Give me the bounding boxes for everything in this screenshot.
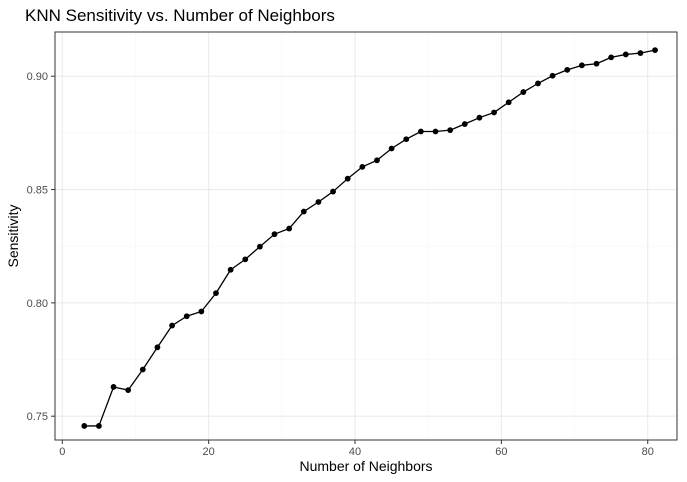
panel-border <box>54 31 678 441</box>
data-point <box>622 51 629 58</box>
data-point <box>388 145 395 152</box>
x-axis: 0 20 40 60 80 <box>59 440 654 458</box>
data-point <box>96 423 102 429</box>
data-point <box>461 121 468 127</box>
data-point <box>125 387 132 394</box>
data-point <box>271 231 278 238</box>
data-point <box>315 199 322 205</box>
x-tick-label: 0 <box>59 446 65 458</box>
y-tick-label: 0.80 <box>27 298 48 310</box>
major-gridlines <box>55 32 677 440</box>
data-point <box>491 109 497 116</box>
data-point <box>286 225 293 232</box>
data-point <box>139 366 146 373</box>
y-axis-title: Sensitivity <box>5 204 21 267</box>
data-point <box>359 163 366 170</box>
data-point <box>169 322 175 329</box>
data-point <box>81 423 88 429</box>
data-point <box>578 62 585 69</box>
data-point <box>520 89 527 95</box>
data-point <box>330 188 336 195</box>
data-point <box>256 243 263 250</box>
x-tick-label: 80 <box>642 446 654 458</box>
data-point <box>344 175 351 182</box>
chart-title: KNN Sensitivity vs. Number of Neighbors <box>25 6 335 25</box>
x-tick-label: 20 <box>203 446 215 458</box>
data-point <box>374 157 380 164</box>
y-axis: 0.75 0.80 0.85 0.90 <box>27 71 55 423</box>
data-point <box>110 384 117 390</box>
series-layer <box>81 47 658 429</box>
data-point <box>198 308 205 315</box>
data-point <box>505 99 512 106</box>
data-point <box>608 54 615 61</box>
data-point <box>564 66 571 73</box>
series-line <box>84 49 656 427</box>
x-tick-label: 40 <box>349 446 361 458</box>
data-point <box>535 80 541 87</box>
data-point <box>637 50 644 56</box>
data-point <box>593 60 600 67</box>
data-point <box>242 256 249 263</box>
data-point <box>549 72 556 79</box>
data-point <box>183 313 190 320</box>
y-tick-label: 0.90 <box>27 71 48 83</box>
y-tick-label: 0.75 <box>27 411 48 423</box>
data-point <box>213 290 219 297</box>
data-point <box>652 47 658 54</box>
minor-gridlines <box>55 32 677 440</box>
data-point <box>227 266 234 273</box>
data-point <box>300 208 307 215</box>
x-tick-label: 60 <box>495 446 507 458</box>
data-point <box>476 114 483 121</box>
data-point <box>432 128 439 135</box>
y-tick-label: 0.85 <box>27 185 48 197</box>
data-point <box>154 344 161 351</box>
data-point <box>417 128 424 135</box>
data-point <box>447 127 454 134</box>
x-axis-title: Number of Neighbors <box>299 458 432 474</box>
data-point <box>403 136 410 143</box>
